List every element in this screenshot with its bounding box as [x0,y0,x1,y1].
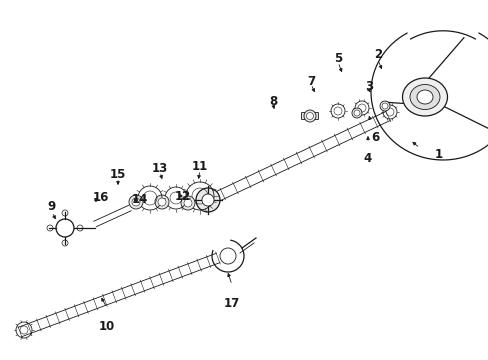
Circle shape [202,194,214,206]
Circle shape [196,188,220,212]
Text: 9: 9 [48,200,56,213]
Circle shape [132,198,140,206]
Text: 4: 4 [363,152,371,165]
Circle shape [379,101,389,111]
Circle shape [381,103,387,109]
Text: 1: 1 [434,148,442,161]
Text: 16: 16 [93,191,109,204]
Circle shape [155,195,169,209]
Circle shape [158,198,165,206]
Text: 12: 12 [175,190,191,203]
Circle shape [353,110,359,116]
Circle shape [304,110,315,122]
Text: 13: 13 [152,162,168,175]
FancyBboxPatch shape [301,112,318,120]
Circle shape [306,112,313,120]
Text: 11: 11 [191,160,208,173]
Ellipse shape [402,78,447,116]
Text: 14: 14 [132,193,148,206]
Circle shape [351,108,361,118]
Circle shape [129,195,142,209]
Text: 3: 3 [364,80,372,93]
Circle shape [181,196,195,210]
Text: 5: 5 [333,52,342,65]
Circle shape [183,199,192,207]
Ellipse shape [409,85,439,109]
Text: 15: 15 [110,168,126,181]
Text: 10: 10 [99,320,115,333]
Ellipse shape [416,90,432,104]
Text: 7: 7 [306,75,314,88]
Text: 2: 2 [373,48,381,61]
Text: 6: 6 [370,131,379,144]
Text: 17: 17 [224,297,240,310]
Text: 8: 8 [268,95,277,108]
